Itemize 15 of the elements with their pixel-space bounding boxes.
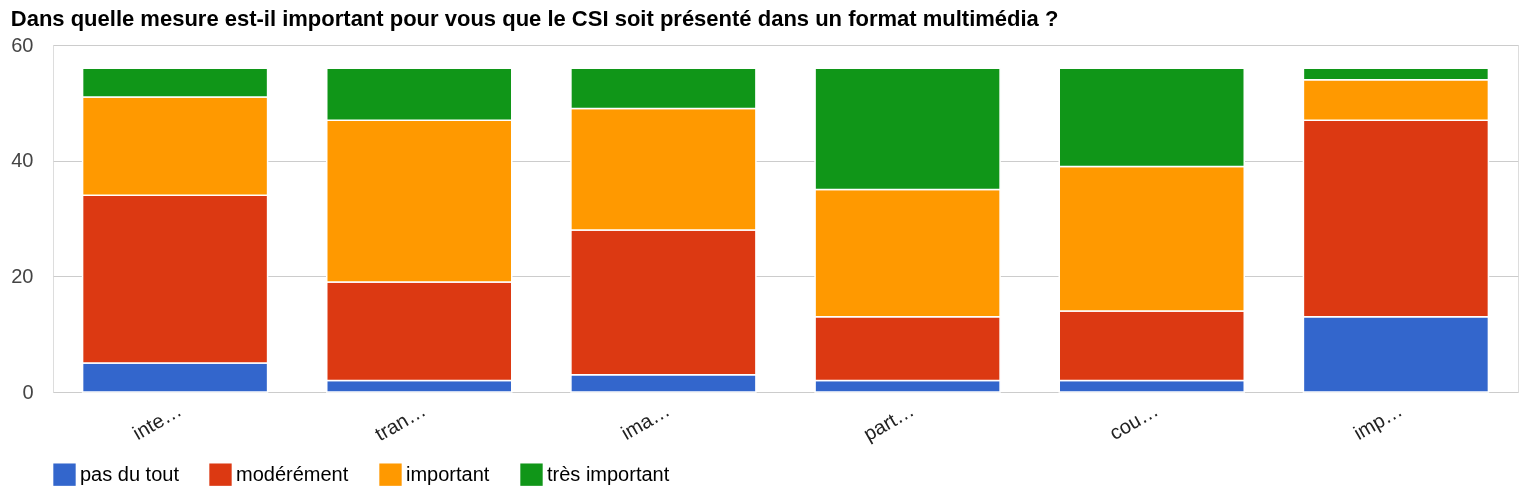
legend-label: pas du tout [80,462,180,485]
chart-title: Dans quelle mesure est-il important pour vous que le CSI soit présenté dans un format multimédia ? [10,6,1059,31]
y-tick-label: 0 [22,380,34,403]
x-tick-label: inte… [128,398,186,444]
y-tick-label: 60 [11,33,34,56]
x-tick-label: cou… [1105,398,1162,444]
y-tick-label: 40 [11,149,34,172]
x-tick-label: tran… [371,398,430,446]
x-tick-label: ima… [617,398,674,444]
legend-label: très important [547,462,670,485]
legend-label: modérément [236,462,349,485]
x-tick-label: part… [859,398,918,446]
legend-label: important [406,462,490,485]
y-tick-label: 20 [11,264,34,287]
x-tick-label: imp… [1349,398,1406,444]
